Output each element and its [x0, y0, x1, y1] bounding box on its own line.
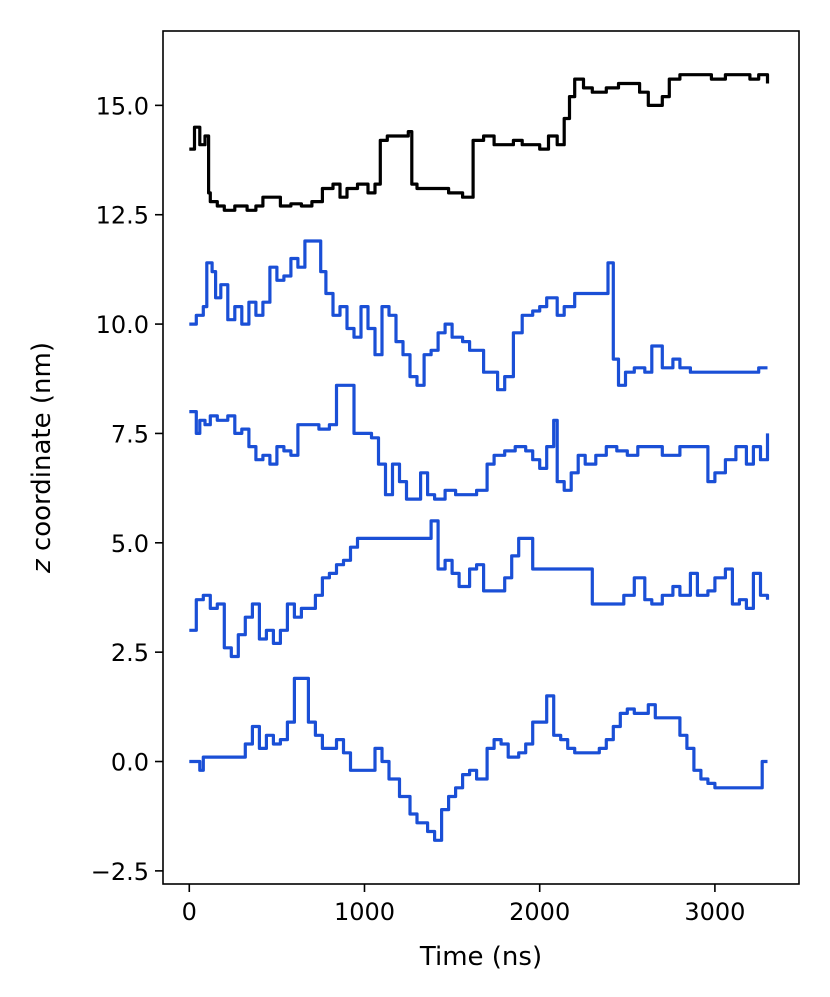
- series-line-4: [189, 519, 770, 659]
- series-line-3: [189, 383, 770, 501]
- series-line-5: [189, 676, 768, 842]
- y-axis-label: z coordinate (nm): [27, 342, 57, 574]
- y-tick-label: 5.0: [111, 530, 149, 558]
- y-axis-label-rest: coordinate (nm): [27, 342, 57, 559]
- series-line-1: [189, 73, 770, 212]
- x-tick-label: 3000: [684, 898, 745, 926]
- y-tick-label: 15.0: [96, 92, 149, 120]
- y-tick-label: 7.5: [111, 420, 149, 448]
- x-tick-label: 1000: [334, 898, 395, 926]
- x-tick-label: 2000: [509, 898, 570, 926]
- series-line-2: [189, 239, 768, 392]
- plot-frame: [162, 30, 800, 885]
- y-tick-label: 12.5: [96, 202, 149, 230]
- y-tick-label: 2.5: [111, 639, 149, 667]
- series-layer: [189, 73, 770, 842]
- x-axis-label: Time (ns): [419, 942, 542, 972]
- y-axis-label-variable: z: [27, 558, 57, 574]
- y-tick-label: 10.0: [96, 311, 149, 339]
- y-tick-label: −2.5: [91, 858, 149, 886]
- y-tick-label: 0.0: [111, 749, 149, 777]
- x-tick-label: 0: [182, 898, 197, 926]
- x-axis-ticks: 0 1000 2000 3000: [182, 884, 745, 926]
- y-axis-ticks: −2.5 0.0 2.5 5.0 7.5 10.0 12.5 15.0: [91, 92, 163, 886]
